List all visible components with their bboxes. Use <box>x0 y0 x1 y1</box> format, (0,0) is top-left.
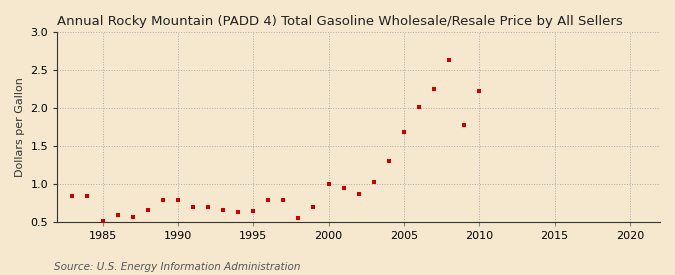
Text: Annual Rocky Mountain (PADD 4) Total Gasoline Wholesale/Resale Price by All Sell: Annual Rocky Mountain (PADD 4) Total Gas… <box>57 15 623 28</box>
Point <box>128 215 138 219</box>
Point <box>474 89 485 93</box>
Point <box>112 213 123 217</box>
Point <box>383 159 394 163</box>
Point <box>233 210 244 214</box>
Point <box>414 105 425 109</box>
Point <box>293 216 304 220</box>
Point <box>248 209 259 213</box>
Text: Source: U.S. Energy Information Administration: Source: U.S. Energy Information Administ… <box>54 262 300 272</box>
Point <box>459 122 470 127</box>
Point <box>217 208 228 213</box>
Point <box>67 194 78 198</box>
Point <box>338 185 349 190</box>
Point <box>278 197 289 202</box>
Point <box>263 197 273 202</box>
Y-axis label: Dollars per Gallon: Dollars per Gallon <box>15 77 25 177</box>
Point <box>308 204 319 209</box>
Point <box>369 180 379 185</box>
Point <box>429 87 439 91</box>
Point <box>443 58 454 62</box>
Point <box>142 208 153 213</box>
Point <box>202 204 213 209</box>
Point <box>323 182 334 186</box>
Point <box>82 194 93 198</box>
Point <box>188 204 198 209</box>
Point <box>97 219 108 223</box>
Point <box>398 130 409 134</box>
Point <box>157 197 168 202</box>
Point <box>353 192 364 197</box>
Point <box>173 197 184 202</box>
